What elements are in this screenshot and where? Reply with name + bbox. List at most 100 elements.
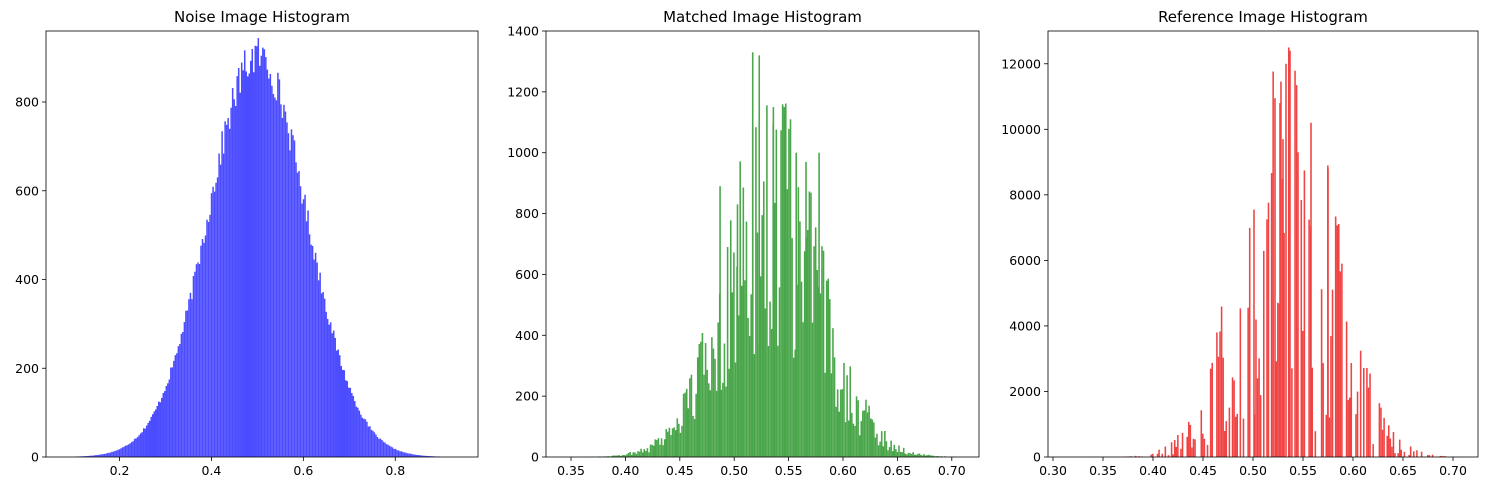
histogram-bar: [1217, 356, 1220, 457]
histogram-bar: [349, 387, 352, 457]
histogram-bar: [1138, 456, 1140, 457]
histogram-bar: [400, 451, 403, 457]
histogram-bar: [1211, 362, 1213, 457]
histogram-bar: [1220, 306, 1223, 457]
histogram-bar: [780, 130, 782, 457]
histogram-bar: [865, 399, 867, 457]
histogram-bar: [1303, 170, 1306, 457]
histogram-bar: [852, 423, 855, 457]
histogram-bar: [133, 438, 136, 457]
histogram-bar: [635, 453, 638, 457]
histogram-bar: [731, 292, 734, 457]
histogram-bar: [265, 57, 267, 457]
histogram-bar: [1263, 250, 1265, 457]
histogram-bar: [791, 238, 793, 457]
histogram-bar: [613, 455, 616, 457]
histogram-bar: [136, 437, 139, 457]
x-tick-label: 0.4: [202, 463, 222, 478]
histogram-bar: [744, 280, 746, 457]
histogram-bar: [112, 451, 115, 457]
histogram-bar: [816, 269, 819, 457]
histogram-bar: [1255, 319, 1257, 457]
histogram-bar: [194, 271, 196, 457]
histogram-bar: [906, 454, 908, 457]
histogram-bar: [869, 418, 872, 457]
histogram-bar: [1391, 446, 1393, 457]
y-tick-label: 0: [31, 450, 39, 465]
histogram-bar: [192, 276, 195, 457]
histogram-bar: [689, 378, 691, 457]
histogram-bar: [663, 439, 666, 457]
histogram-bar: [363, 418, 365, 457]
histogram-bar: [1295, 85, 1298, 458]
histogram-bar: [250, 60, 252, 458]
histogram-bar: [218, 153, 220, 457]
histogram-bar: [382, 441, 385, 457]
histogram-bar: [215, 182, 217, 457]
histogram-bar: [231, 87, 234, 457]
histogram-bar-peak: [719, 186, 721, 457]
histogram-bar: [1228, 407, 1231, 457]
histogram-bar: [274, 97, 276, 457]
histogram-bar: [660, 438, 663, 457]
histogram-bar: [165, 385, 168, 457]
histogram-bar: [778, 287, 781, 457]
histogram-bar: [874, 437, 877, 457]
histogram-bar: [863, 410, 866, 457]
histogram-bar: [885, 441, 888, 457]
histogram-bar: [259, 65, 261, 457]
histogram-bar: [335, 350, 338, 457]
histogram-bar: [825, 280, 828, 457]
histogram-bar: [105, 453, 107, 457]
histogram-bar: [385, 444, 388, 457]
histogram-bar: [155, 409, 157, 457]
histogram-bar: [893, 444, 896, 457]
histogram-bar: [902, 447, 905, 457]
histogram-bar: [1288, 47, 1290, 457]
histogram-bar: [320, 293, 323, 457]
histogram-bar: [1170, 442, 1173, 457]
histogram-bar: [185, 310, 187, 457]
x-tick-label: 0.30: [1039, 463, 1067, 478]
axes-frame: [545, 30, 980, 458]
x-tick-label: 0.70: [1439, 463, 1467, 478]
histogram-bar: [204, 235, 207, 457]
x-tick-label: 0.55: [1289, 463, 1317, 478]
y-tick-label: 800: [515, 206, 539, 221]
histogram-bar: [1256, 378, 1259, 457]
histogram-bar: [228, 128, 231, 457]
histogram-bar: [931, 455, 933, 457]
histogram-bar: [341, 369, 344, 457]
histogram-bar: [841, 389, 844, 457]
histogram-bar: [794, 349, 797, 457]
histogram-bar: [924, 455, 927, 457]
histogram-bar: [634, 452, 636, 457]
histogram-bar: [334, 337, 336, 457]
histogram-bar: [111, 451, 113, 457]
histogram-bar: [1167, 455, 1170, 457]
histogram-bar: [378, 438, 380, 457]
histogram-bar: [307, 210, 309, 457]
histogram-bar: [1156, 453, 1159, 457]
histogram-bar: [418, 455, 421, 457]
histogram-bar: [909, 453, 911, 457]
histogram-bar: [251, 48, 254, 458]
histogram-bar: [1158, 449, 1160, 457]
histogram-bar: [1267, 202, 1270, 457]
histogram-bar: [156, 405, 159, 457]
histogram-bar: [387, 444, 389, 457]
histogram-bar: [427, 456, 430, 457]
histogram-bar: [269, 73, 272, 458]
histogram-bar: [266, 69, 269, 457]
histogram-bar-peak: [1266, 219, 1268, 457]
histogram-bar: [278, 79, 281, 457]
histogram-bar: [1409, 446, 1412, 457]
histogram-bar: [649, 444, 652, 457]
histogram-bar: [833, 357, 836, 457]
histogram-bar: [99, 454, 101, 457]
histogram-bar: [280, 104, 282, 458]
histogram-bar: [1236, 413, 1238, 457]
histogram-bar: [896, 451, 899, 457]
histogram-bar: [316, 262, 318, 457]
histogram-bar: [1242, 418, 1245, 457]
